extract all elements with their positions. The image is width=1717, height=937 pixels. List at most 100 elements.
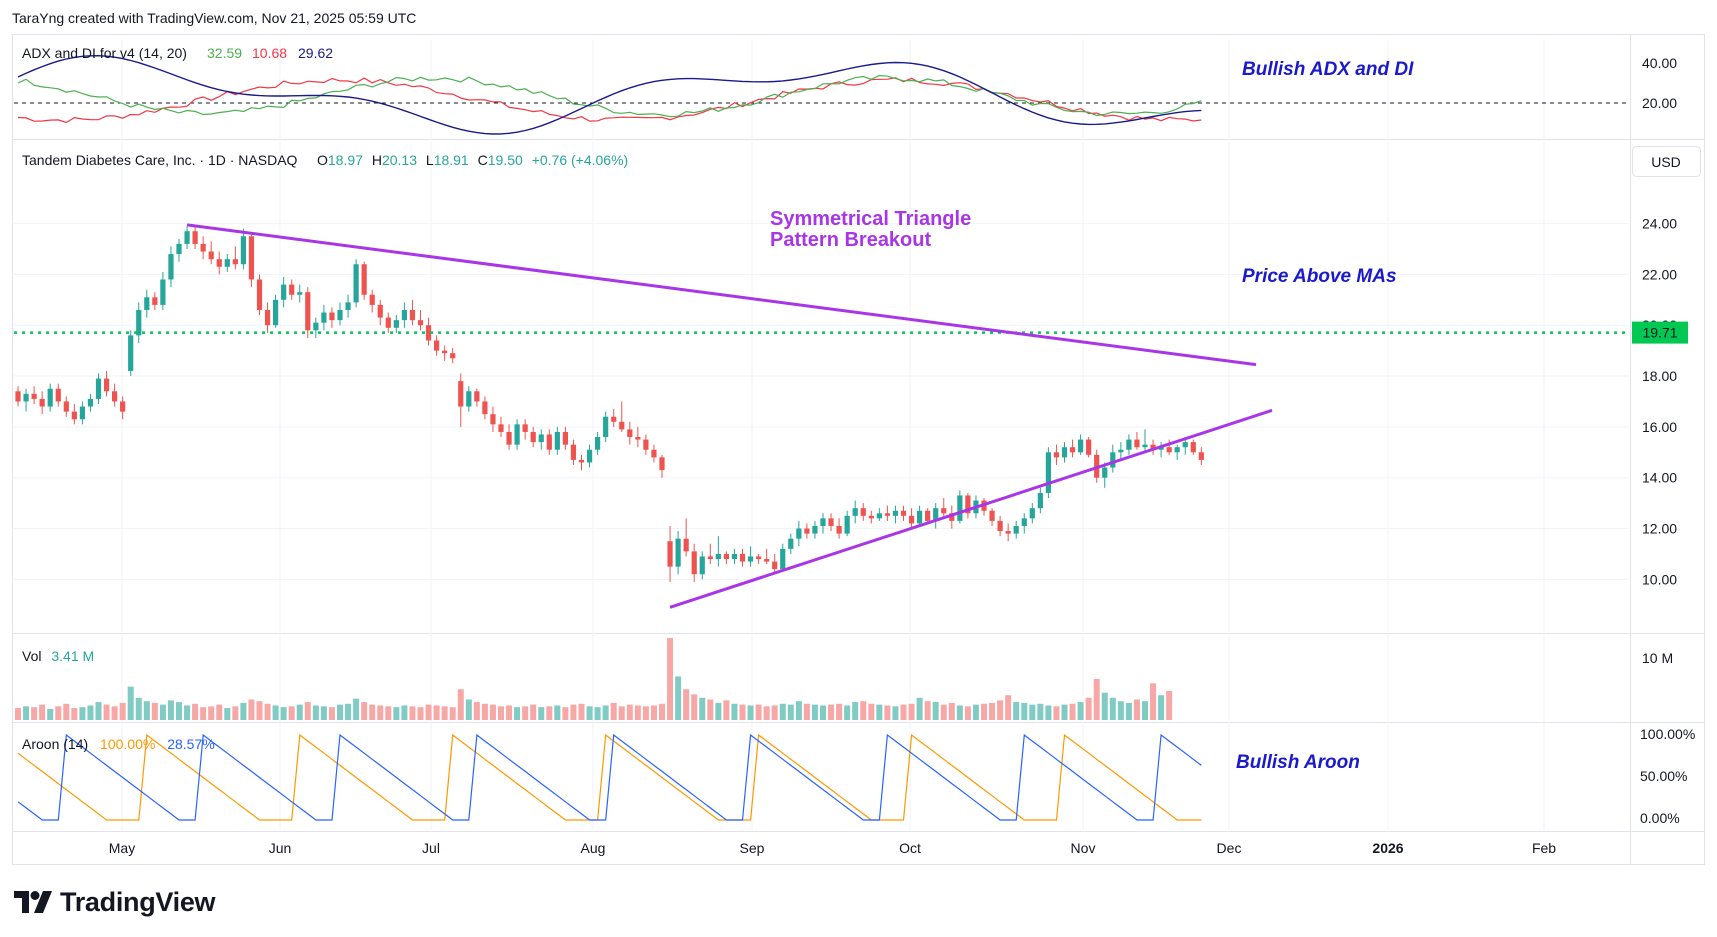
- candle-body: [425, 325, 432, 341]
- volume-bar: [103, 704, 110, 720]
- currency-button[interactable]: USD: [1632, 146, 1701, 177]
- volume-bar: [989, 702, 996, 720]
- candle-body: [707, 556, 713, 560]
- candle-body: [796, 528, 802, 539]
- price-tick-label: 22.00: [1642, 266, 1677, 282]
- volume-bar: [1133, 699, 1140, 720]
- volume-bar: [860, 701, 867, 720]
- volume-bar: [586, 706, 593, 720]
- volume-bar: [216, 704, 223, 720]
- candle-body: [23, 393, 29, 402]
- time-axis-label: Nov: [1071, 840, 1096, 856]
- volume-bar: [707, 699, 714, 720]
- candle-body: [1021, 518, 1027, 526]
- candle-body: [659, 457, 665, 471]
- candle-body: [1150, 444, 1156, 450]
- volume-bar: [280, 707, 287, 720]
- candle-body: [868, 515, 874, 519]
- volume-bar: [932, 702, 939, 720]
- volume-bar: [731, 703, 738, 720]
- ohlc-open-key: O: [317, 152, 328, 168]
- candle-body: [804, 528, 810, 534]
- aroon-title: Aroon (14): [22, 736, 88, 752]
- price-tick-label: 18.00: [1642, 368, 1677, 384]
- candle-body: [176, 243, 182, 255]
- candle-body: [15, 391, 21, 402]
- candle-body: [321, 312, 327, 323]
- candle-body: [627, 429, 633, 438]
- candle-body: [87, 398, 94, 407]
- volume-bar: [15, 708, 21, 720]
- volume-bar: [836, 703, 843, 720]
- candle-body: [377, 304, 383, 318]
- volume-bar: [143, 701, 150, 720]
- candle-body: [683, 538, 689, 552]
- volume-bar: [868, 703, 875, 720]
- tradingview-logo[interactable]: TradingView: [14, 884, 216, 920]
- candle-body: [474, 391, 480, 402]
- volume-bar: [337, 704, 343, 720]
- volume-bar: [683, 689, 690, 720]
- volume-bar: [691, 694, 698, 720]
- volume-bar: [385, 706, 392, 720]
- candle-body: [47, 388, 53, 407]
- volume-bar: [1125, 702, 1132, 720]
- volume-bar: [948, 702, 955, 720]
- volume-bar: [240, 702, 247, 720]
- volume-bar: [699, 697, 706, 720]
- volume-bar: [828, 704, 835, 720]
- volume-bar: [763, 706, 770, 720]
- volume-bar: [739, 704, 746, 720]
- annotation-triangle-line2: Pattern Breakout: [770, 229, 931, 251]
- volume-bar: [659, 703, 665, 720]
- aroon-down-value: 28.57%: [167, 736, 214, 752]
- adx-tick-20: 20.00: [1642, 95, 1677, 111]
- volume-bar: [224, 708, 231, 720]
- volume-bar: [578, 703, 585, 720]
- candle-body: [1086, 439, 1092, 455]
- volume-bar: [481, 703, 488, 720]
- volume-bar: [320, 706, 327, 720]
- volume-bar: [956, 705, 963, 720]
- volume-bar: [441, 706, 448, 720]
- volume-bar: [602, 705, 609, 720]
- volume-bar: [361, 702, 368, 720]
- time-axis-label: Aug: [581, 840, 606, 856]
- candle-body: [466, 391, 472, 407]
- candle-body: [281, 284, 287, 300]
- volume-bar: [135, 697, 142, 720]
- volume-bar: [409, 706, 416, 720]
- volume-bar: [208, 706, 215, 720]
- volume-bar: [852, 702, 859, 720]
- volume-bar: [192, 703, 199, 720]
- volume-bar: [626, 704, 633, 720]
- volume-bar: [514, 707, 521, 720]
- candle-body: [603, 416, 609, 438]
- candle-body: [490, 414, 496, 425]
- candle-body: [522, 424, 528, 432]
- candle-body: [780, 548, 786, 570]
- volume-bar: [393, 707, 400, 720]
- triangle-lower-trendline[interactable]: [669, 408, 1273, 609]
- currency-label: USD: [1651, 154, 1681, 170]
- candle-body: [844, 515, 850, 534]
- volume-bar: [964, 706, 971, 720]
- candle-body: [450, 353, 456, 359]
- tradingview-wordmark: TradingView: [60, 886, 216, 917]
- candle-body: [764, 559, 770, 562]
- annotation-bullish-adx: Bullish ADX and DI: [1242, 59, 1414, 80]
- aroon-up-line: [17, 733, 1202, 821]
- volume-bar: [884, 705, 891, 720]
- candle-body: [1069, 447, 1076, 453]
- tradingview-mark-icon: [14, 891, 52, 913]
- candle-body: [876, 513, 882, 519]
- triangle-upper-trendline[interactable]: [186, 223, 1257, 367]
- candle-body: [554, 431, 560, 450]
- candle-body: [289, 284, 295, 295]
- candle-body: [168, 254, 174, 280]
- volume-bar: [369, 704, 376, 720]
- volume-bar: [1029, 704, 1036, 720]
- ohlc-high-key: H: [372, 152, 382, 168]
- candle-body: [884, 513, 890, 516]
